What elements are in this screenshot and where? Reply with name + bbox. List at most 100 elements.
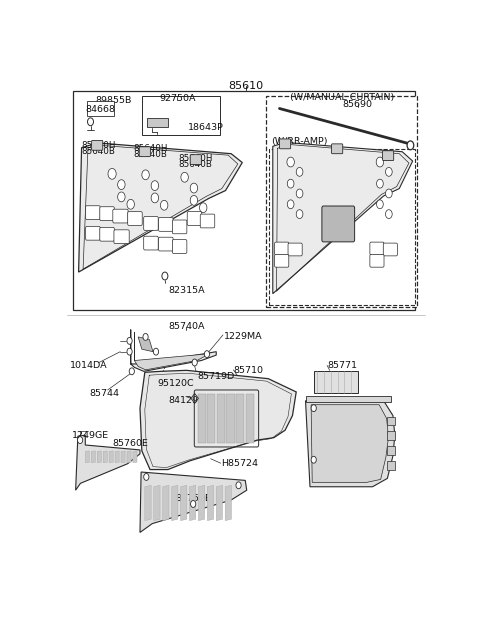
FancyBboxPatch shape: [128, 212, 142, 225]
Polygon shape: [198, 394, 206, 443]
FancyBboxPatch shape: [100, 207, 114, 221]
Polygon shape: [115, 451, 119, 463]
Circle shape: [87, 118, 94, 126]
Polygon shape: [225, 486, 231, 521]
Circle shape: [385, 210, 392, 219]
FancyBboxPatch shape: [200, 214, 215, 228]
Circle shape: [144, 473, 149, 480]
FancyBboxPatch shape: [279, 139, 290, 149]
Bar: [142, 96, 220, 135]
Circle shape: [288, 179, 294, 188]
FancyBboxPatch shape: [275, 242, 289, 255]
Polygon shape: [134, 332, 210, 370]
Circle shape: [376, 157, 384, 167]
Polygon shape: [131, 330, 216, 371]
Polygon shape: [273, 142, 413, 293]
Text: 85740A: 85740A: [168, 322, 205, 331]
Circle shape: [377, 200, 383, 209]
Polygon shape: [97, 451, 101, 463]
FancyBboxPatch shape: [383, 151, 394, 161]
Circle shape: [77, 436, 83, 443]
Bar: [87, 101, 114, 116]
Circle shape: [385, 167, 392, 176]
Circle shape: [190, 183, 198, 193]
FancyBboxPatch shape: [322, 206, 355, 242]
Bar: [73, 91, 415, 310]
Circle shape: [160, 200, 168, 210]
Text: 85640H: 85640H: [178, 154, 213, 163]
FancyBboxPatch shape: [370, 242, 384, 255]
Circle shape: [181, 172, 188, 182]
Polygon shape: [387, 417, 395, 426]
Text: 85640B: 85640B: [178, 160, 212, 168]
FancyBboxPatch shape: [172, 240, 187, 253]
Text: 85719D: 85719D: [197, 373, 234, 382]
Polygon shape: [387, 461, 395, 470]
Circle shape: [204, 351, 210, 357]
FancyBboxPatch shape: [190, 154, 202, 165]
Text: 95120C: 95120C: [157, 379, 194, 388]
Polygon shape: [207, 486, 214, 521]
Circle shape: [162, 272, 168, 280]
Text: 85610: 85610: [228, 82, 264, 91]
Text: 85690: 85690: [343, 100, 372, 109]
Text: H85724: H85724: [221, 459, 258, 468]
FancyBboxPatch shape: [187, 212, 202, 225]
Bar: [266, 96, 417, 308]
Text: 85771: 85771: [327, 362, 357, 371]
Polygon shape: [103, 451, 107, 463]
Polygon shape: [154, 486, 160, 521]
Circle shape: [296, 189, 303, 198]
FancyBboxPatch shape: [85, 206, 100, 219]
Text: (W/MANUAL CURTAIN): (W/MANUAL CURTAIN): [290, 93, 394, 102]
Polygon shape: [172, 486, 178, 521]
Text: 85730A: 85730A: [332, 435, 368, 444]
FancyBboxPatch shape: [139, 147, 150, 157]
Text: 85760E: 85760E: [112, 438, 148, 448]
Polygon shape: [216, 486, 223, 521]
Circle shape: [118, 192, 125, 202]
Polygon shape: [138, 337, 153, 352]
Polygon shape: [227, 394, 235, 443]
Text: 1014DA: 1014DA: [71, 360, 108, 369]
Text: 85640B: 85640B: [133, 150, 167, 159]
FancyBboxPatch shape: [158, 218, 173, 232]
Polygon shape: [140, 370, 296, 470]
Polygon shape: [190, 486, 196, 521]
Circle shape: [143, 334, 148, 340]
Circle shape: [151, 193, 158, 203]
Bar: [314, 371, 358, 393]
FancyBboxPatch shape: [144, 236, 158, 250]
Circle shape: [142, 170, 149, 180]
Circle shape: [127, 338, 132, 345]
Text: 84129: 84129: [168, 396, 199, 405]
Circle shape: [192, 359, 197, 366]
Polygon shape: [91, 451, 96, 463]
Polygon shape: [217, 394, 225, 443]
Polygon shape: [207, 394, 216, 443]
FancyBboxPatch shape: [172, 220, 187, 234]
Circle shape: [118, 180, 125, 189]
Text: 18643P: 18643P: [188, 122, 224, 131]
Circle shape: [129, 368, 134, 375]
Polygon shape: [147, 118, 168, 127]
Polygon shape: [76, 435, 140, 490]
Text: 85710: 85710: [234, 366, 264, 375]
Text: 1249GE: 1249GE: [72, 431, 109, 440]
FancyBboxPatch shape: [275, 255, 289, 267]
Polygon shape: [387, 431, 395, 440]
FancyBboxPatch shape: [370, 255, 384, 267]
Polygon shape: [236, 394, 244, 443]
Circle shape: [311, 456, 316, 463]
Polygon shape: [246, 394, 254, 443]
Polygon shape: [121, 451, 125, 463]
Text: 85750E: 85750E: [175, 494, 211, 503]
Circle shape: [127, 348, 132, 355]
Polygon shape: [198, 486, 204, 521]
Circle shape: [236, 482, 241, 489]
Text: 89855B: 89855B: [96, 96, 132, 105]
Text: 85744: 85744: [90, 389, 120, 397]
Circle shape: [296, 167, 303, 176]
Polygon shape: [85, 451, 89, 463]
FancyBboxPatch shape: [332, 144, 343, 154]
